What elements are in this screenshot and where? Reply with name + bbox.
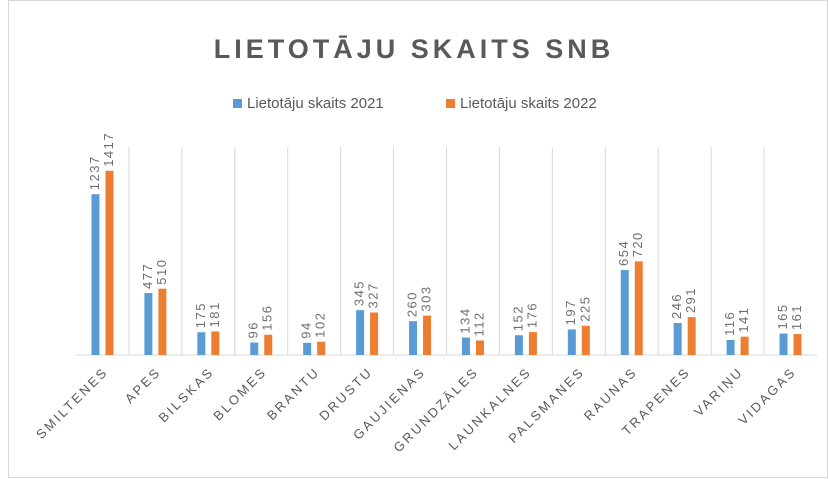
data-label: 246 <box>669 293 684 319</box>
bar <box>211 331 220 355</box>
data-label: 510 <box>154 258 169 284</box>
data-label: 654 <box>616 240 631 266</box>
bar <box>528 332 537 355</box>
bar <box>250 342 259 355</box>
bar <box>581 325 590 355</box>
data-label: 96 <box>246 321 261 338</box>
bar <box>303 342 312 355</box>
bar <box>356 310 365 355</box>
bar <box>409 321 418 355</box>
bar <box>567 329 576 355</box>
bar <box>475 340 484 355</box>
data-label: 225 <box>577 296 592 322</box>
bar <box>197 332 206 355</box>
data-label: 116 <box>722 311 737 336</box>
data-label: 165 <box>775 303 790 329</box>
data-label: 102 <box>313 312 328 338</box>
data-label: 112 <box>471 311 486 336</box>
legend-label: Lietotāju skaits 2022 <box>460 95 597 112</box>
bar <box>514 335 523 355</box>
data-label: 1237 <box>87 155 102 190</box>
bar <box>620 269 629 355</box>
data-label: 477 <box>140 263 155 289</box>
data-label: 152 <box>510 305 525 331</box>
legend-swatch <box>446 99 455 108</box>
bar <box>673 323 682 355</box>
bar <box>264 334 273 355</box>
bar <box>687 317 696 355</box>
bar <box>105 170 114 355</box>
bar <box>793 334 802 355</box>
bar <box>317 341 326 355</box>
data-label: 1417 <box>101 132 116 167</box>
data-label: 303 <box>418 285 433 311</box>
legend: Lietotāju skaits 2021 Lietotāju skaits 20… <box>233 95 597 112</box>
data-label: 134 <box>457 307 472 333</box>
data-label: 94 <box>299 321 314 338</box>
legend-swatch <box>233 99 242 108</box>
legend-label: Lietotāju skaits 2021 <box>247 95 384 112</box>
data-label: 141 <box>736 306 751 332</box>
bar <box>461 337 470 355</box>
bar <box>370 312 379 355</box>
data-label: 327 <box>366 282 381 308</box>
data-label: 161 <box>789 304 804 330</box>
bar <box>423 315 432 355</box>
data-label: 181 <box>207 301 222 327</box>
data-label: 720 <box>630 231 645 257</box>
bar <box>158 288 167 355</box>
bar <box>144 292 153 355</box>
chart-border <box>8 0 828 478</box>
data-label: 260 <box>404 291 419 317</box>
data-label: 156 <box>260 305 275 331</box>
bar <box>779 333 788 355</box>
data-label: 291 <box>683 287 698 313</box>
bar <box>634 261 643 355</box>
bar <box>726 339 735 355</box>
bar <box>91 194 100 355</box>
chart-title: LIETOTĀJU SKAITS SNB <box>214 34 615 64</box>
bar <box>740 336 749 355</box>
data-label: 176 <box>524 302 539 328</box>
data-label: 345 <box>352 280 367 306</box>
data-label: 175 <box>193 302 208 328</box>
data-label: 197 <box>563 299 578 325</box>
